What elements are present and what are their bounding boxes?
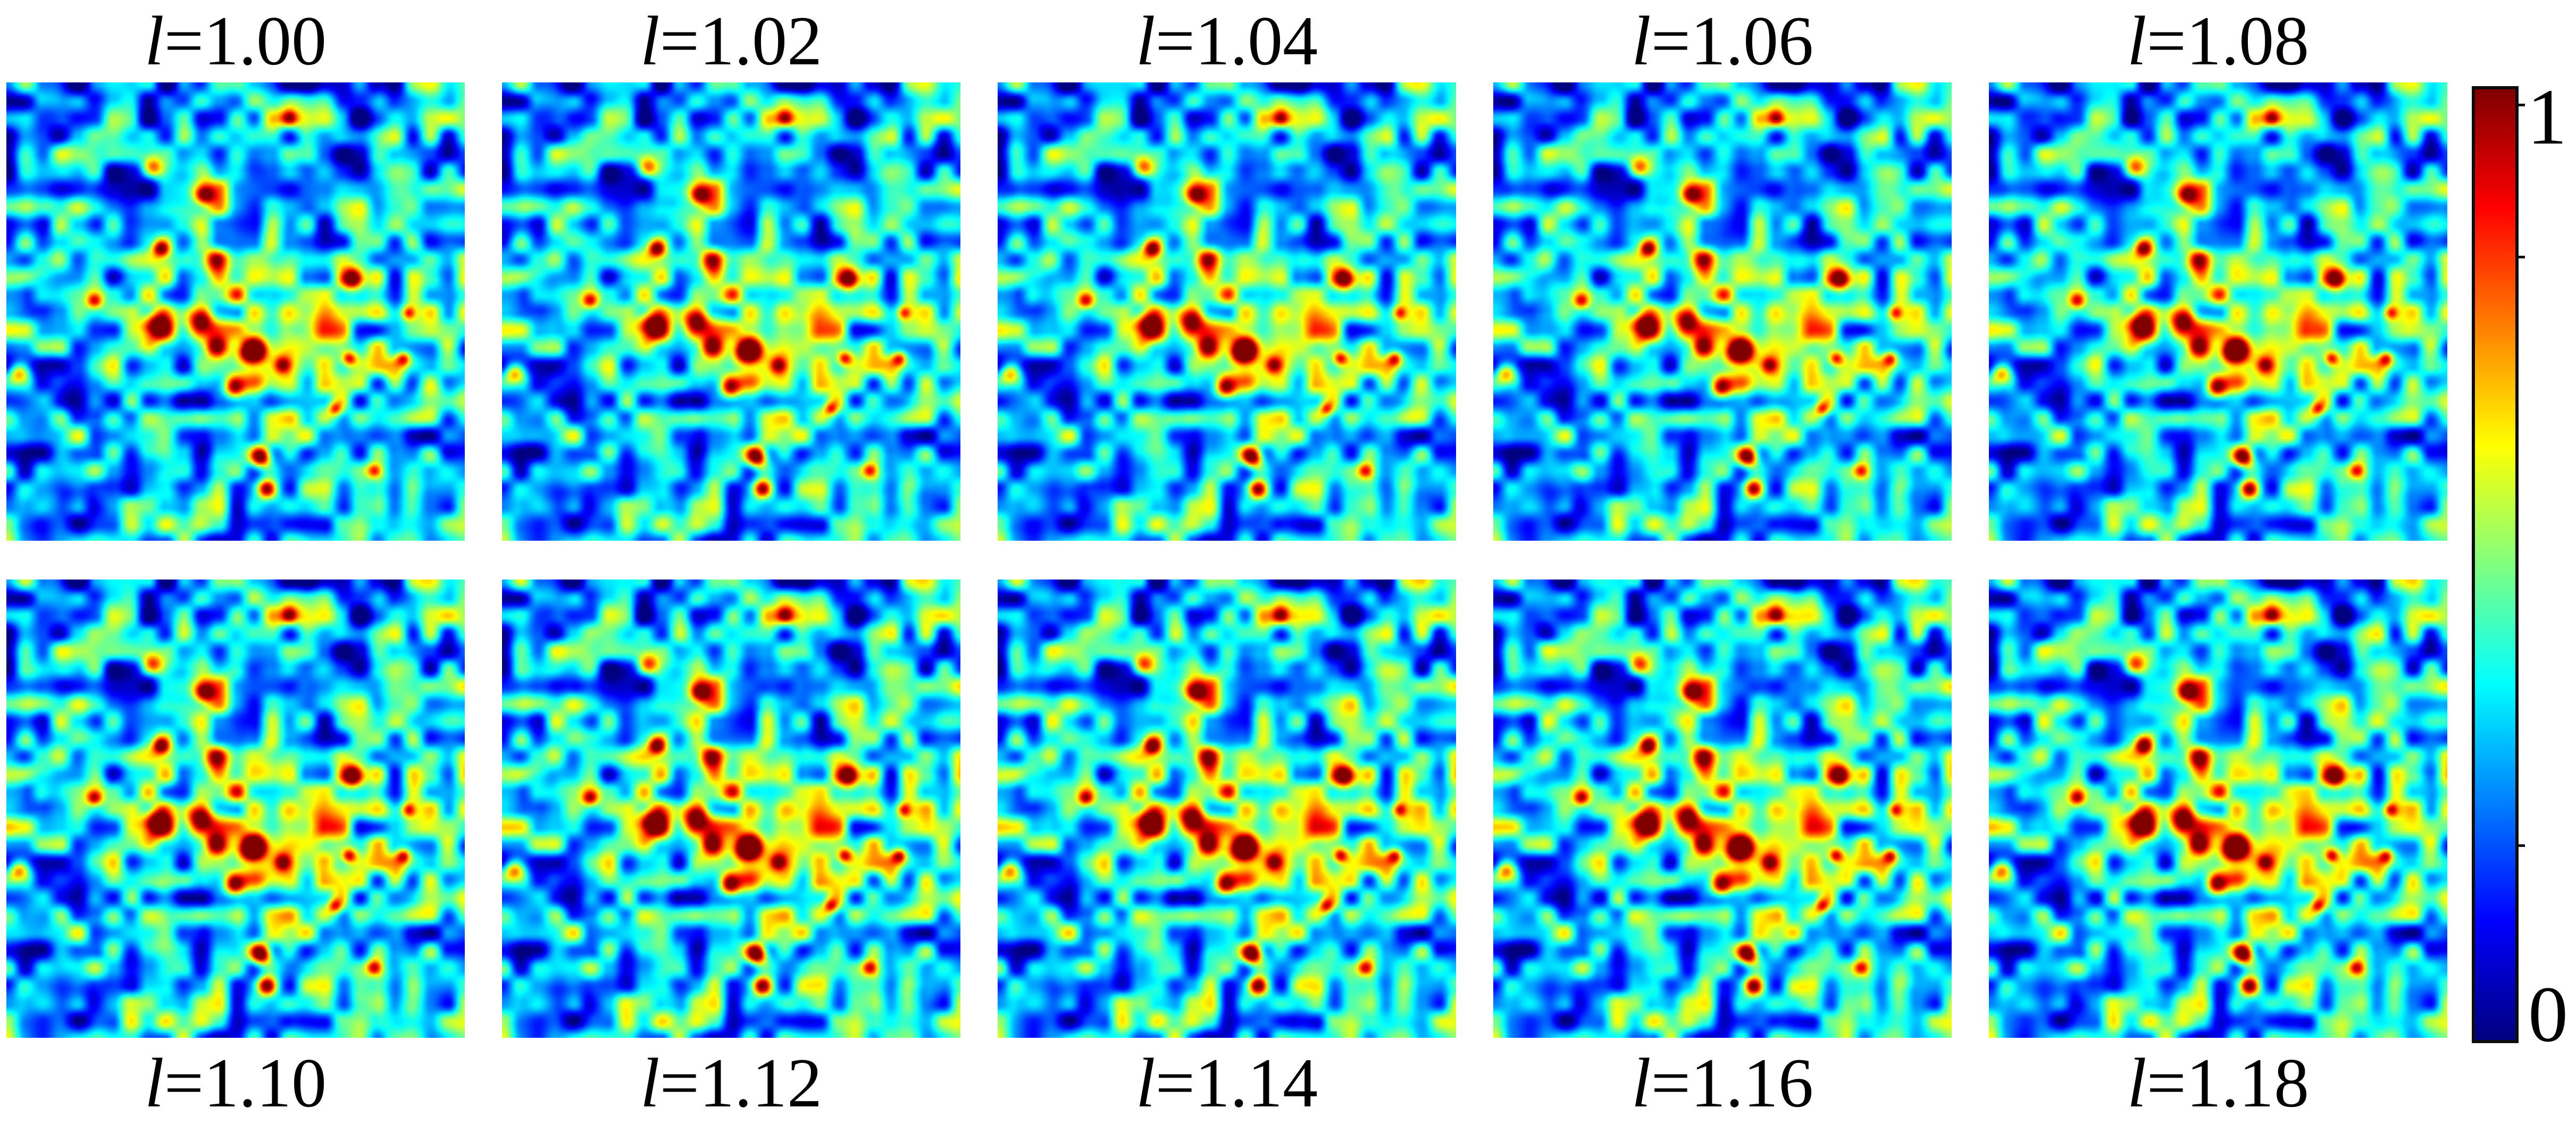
param-value: =1.06 [1651, 2, 1814, 80]
heatmap-panel-l-1.02 [502, 82, 960, 541]
param-symbol: l [640, 1044, 660, 1122]
colorbar-tick [2519, 844, 2525, 847]
heatmap-panel-l-1.16 [1493, 580, 1952, 1038]
panel-label-l-1.14: l=1.14 [998, 1043, 1456, 1123]
panel-label-l-1.12: l=1.12 [502, 1043, 960, 1123]
heatmap-panel-l-1.18 [1989, 580, 2447, 1038]
heatmap-canvas [1493, 82, 1952, 541]
heatmap-canvas [1989, 82, 2447, 541]
heatmap-canvas [1989, 580, 2447, 1038]
colorbar-tick [2519, 256, 2525, 258]
panel-label-l-1.16: l=1.16 [1493, 1043, 1952, 1123]
heatmap-canvas [998, 580, 1456, 1038]
param-value: =1.02 [659, 2, 823, 80]
param-symbol: l [2127, 1044, 2147, 1122]
colorbar-max-label: 1 [2527, 73, 2567, 161]
param-value: =1.16 [1651, 1044, 1814, 1122]
param-value: =1.18 [2146, 1044, 2310, 1122]
panel-label-l-1.02: l=1.02 [502, 1, 960, 81]
param-symbol: l [2127, 2, 2147, 80]
param-symbol: l [1631, 2, 1651, 80]
heatmap-panel-l-1.04 [998, 82, 1456, 541]
heatmap-canvas [1493, 580, 1952, 1038]
colorbar-min-label: 0 [2528, 970, 2568, 1059]
heatmap-panel-l-1.06 [1493, 82, 1952, 541]
heatmap-panel-l-1.08 [1989, 82, 2447, 541]
panel-label-l-1.04: l=1.04 [998, 1, 1456, 81]
colorbar [2472, 86, 2519, 1043]
panel-label-l-1.00: l=1.00 [6, 1, 465, 81]
param-value: =1.08 [2146, 2, 2310, 80]
panel-label-l-1.08: l=1.08 [1989, 1, 2447, 81]
heatmap-panel-l-1.00 [6, 82, 465, 541]
heatmap-panel-l-1.12 [502, 580, 960, 1038]
param-value: =1.14 [1155, 1044, 1318, 1122]
heatmap-panel-l-1.10 [6, 580, 465, 1038]
param-value: =1.12 [659, 1044, 823, 1122]
heatmap-canvas [998, 82, 1456, 541]
param-symbol: l [1135, 2, 1156, 80]
param-value: =1.10 [164, 1044, 327, 1122]
param-symbol: l [144, 2, 164, 80]
param-value: =1.04 [1155, 2, 1318, 80]
heatmap-canvas [6, 580, 465, 1038]
param-symbol: l [1631, 1044, 1651, 1122]
panel-label-l-1.06: l=1.06 [1493, 1, 1952, 81]
param-value: =1.00 [164, 2, 327, 80]
param-symbol: l [640, 2, 660, 80]
panel-label-l-1.18: l=1.18 [1989, 1043, 2447, 1123]
heatmap-canvas [502, 82, 960, 541]
colorbar-tick [2519, 104, 2525, 106]
panel-label-l-1.10: l=1.10 [6, 1043, 465, 1123]
heatmap-canvas [502, 580, 960, 1038]
param-symbol: l [144, 1044, 164, 1122]
param-symbol: l [1135, 1044, 1156, 1122]
heatmap-panel-l-1.14 [998, 580, 1456, 1038]
heatmap-canvas [6, 82, 465, 541]
